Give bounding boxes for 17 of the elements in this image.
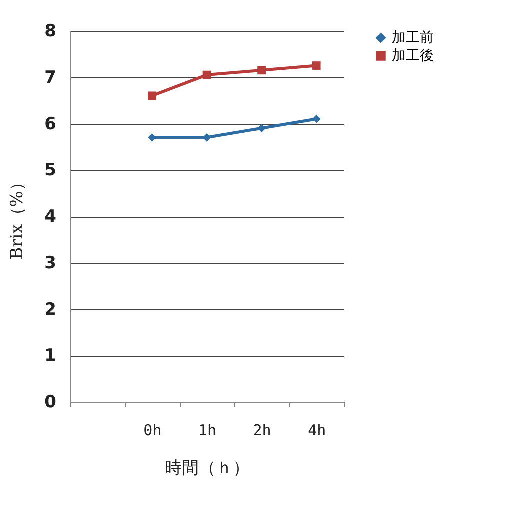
y-axis-title: Brix（%） — [8, 174, 28, 260]
y-tick-label: 0 — [44, 392, 57, 412]
x-tick-label: 2h — [253, 422, 272, 440]
y-tick-label: 2 — [44, 300, 56, 320]
legend-label: 加工後 — [392, 48, 434, 64]
y-tick-label: 8 — [44, 22, 56, 42]
x-axis-title: 時間（ｈ） — [165, 458, 250, 478]
y-tick-label: 3 — [44, 253, 56, 274]
y-tick-label: 5 — [44, 160, 56, 181]
y-tick-label: 1 — [44, 346, 56, 366]
x-tick-label: 0h — [144, 422, 162, 440]
x-tick-label: 4h — [308, 422, 326, 440]
y-tick-label: 6 — [44, 114, 56, 134]
y-tick-label: 4 — [44, 207, 57, 227]
y-tick-label: 7 — [44, 68, 56, 88]
legend-label: 加工前 — [392, 30, 434, 46]
x-tick-label: 1h — [198, 422, 217, 440]
